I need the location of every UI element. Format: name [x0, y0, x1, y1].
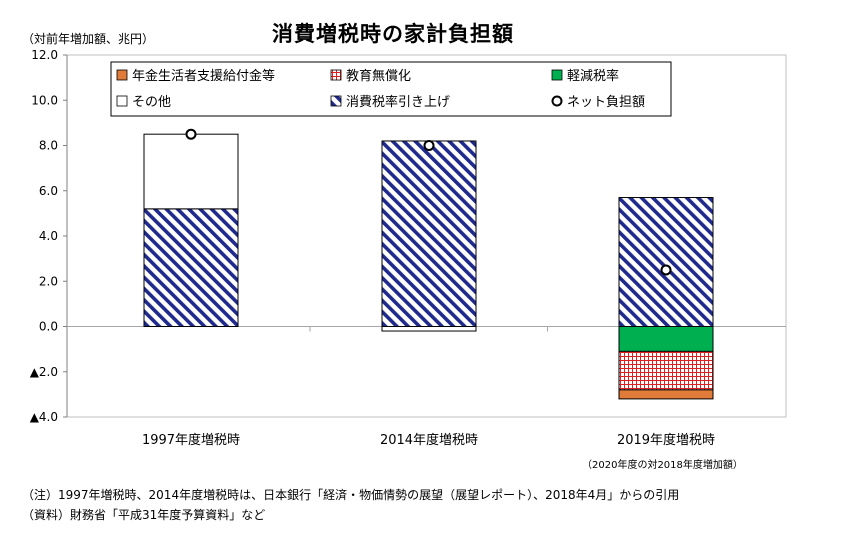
- legend-label: 軽減税率: [567, 68, 619, 84]
- x-category-label: 2014年度増税時: [380, 432, 478, 448]
- x-category-label: 1997年度増税時: [142, 432, 240, 448]
- bar-segment: [143, 133, 239, 210]
- y-tick-label: 8.0: [39, 139, 58, 153]
- y-tick-label: 4.0: [39, 229, 58, 243]
- net-burden-marker: [423, 140, 435, 151]
- legend-swatch: [330, 69, 342, 81]
- legend-label: その他: [132, 95, 171, 110]
- legend-label: ネット負担額: [567, 95, 645, 110]
- y-tick-label: 10.0: [31, 93, 58, 107]
- footnote-source: （資料）財務省「平成31年度予算資料」など: [22, 508, 266, 522]
- markers-layer: [185, 128, 672, 276]
- net-burden-marker: [185, 128, 197, 140]
- bar-segment: [381, 140, 477, 327]
- legend-marker-net: [551, 95, 563, 107]
- legend-swatch: [116, 69, 128, 81]
- bar-segment: [618, 389, 714, 400]
- x-category-label: 2019年度増税時: [617, 432, 715, 448]
- y-tick-label: ▲2.0: [30, 365, 58, 379]
- chart-title: 消費増税時の家計負担額: [272, 22, 514, 46]
- legend-label: 消費税率引き上げ: [346, 94, 450, 110]
- legend-label: 教育無償化: [346, 68, 411, 84]
- legend-label: 年金生活者支援給付金等: [132, 68, 275, 84]
- net-burden-marker: [660, 264, 672, 276]
- category-sub-note: （2020年度の対2018年度増加額）: [582, 460, 743, 471]
- y-tick-label: 6.0: [39, 184, 58, 198]
- unit-label: （対前年増加額、兆円）: [22, 32, 155, 46]
- bar-segment: [143, 208, 239, 328]
- y-tick-label: ▲4.0: [30, 410, 58, 424]
- bars-layer: [143, 133, 714, 400]
- y-tick-label: 0.0: [39, 320, 58, 334]
- footnote-note: （注）1997年増税時、2014年度増税時は、日本銀行「経済・物価情勢の展望（展…: [22, 488, 680, 502]
- bar-segment: [381, 326, 477, 332]
- bar-segment: [618, 350, 714, 391]
- legend-swatch: [551, 69, 563, 81]
- legend-box: [110, 61, 672, 117]
- legend-swatch: [330, 95, 342, 107]
- y-tick-label: 2.0: [39, 274, 58, 288]
- y-tick-label: 12.0: [31, 48, 58, 62]
- bar-segment: [618, 326, 714, 352]
- bar-segment: [618, 197, 714, 327]
- legend-swatch: [116, 95, 128, 107]
